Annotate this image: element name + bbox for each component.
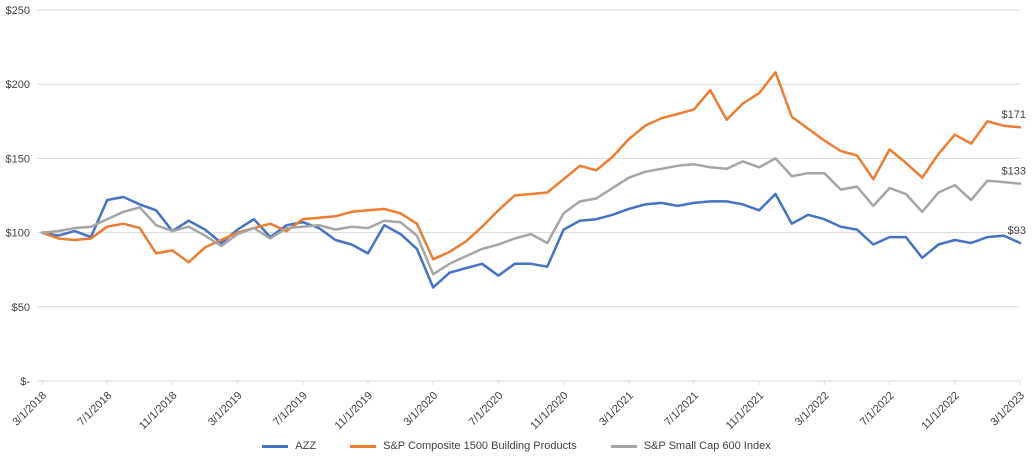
y-axis-tick-label: $250: [6, 5, 30, 17]
series-line-s-p-small-cap-600-index: [40, 157, 1022, 276]
sp600-line-swatch: [610, 444, 637, 448]
x-axis-tick-label: 7/1/2020: [467, 390, 506, 429]
x-axis-tick-label: 11/1/2018: [137, 390, 180, 433]
azz-line-swatch: [262, 444, 289, 448]
sp1500-line-swatch: [350, 444, 377, 448]
series-end-value-label: $93: [1008, 225, 1026, 237]
x-axis-tick-label: 7/1/2019: [271, 390, 310, 429]
y-axis-tick-label: $150: [6, 153, 30, 165]
x-axis-tick-label: 7/1/2018: [76, 390, 115, 429]
legend-label-sp600: S&P Small Cap 600 Index: [643, 440, 771, 452]
y-axis-tick-label: $50: [12, 302, 30, 314]
legend-label-azz: AZZ: [295, 440, 317, 452]
x-axis-tick-label: 7/1/2021: [662, 390, 701, 429]
legend-item-azz: AZZ: [262, 440, 316, 452]
x-axis-tick-label: 3/1/2019: [206, 390, 245, 429]
x-axis-tick-label: 3/1/2018: [10, 390, 49, 429]
x-axis-tick-label: 3/1/2021: [597, 390, 636, 429]
x-axis-tick-label: 3/1/2022: [793, 390, 832, 429]
y-axis-tick-label: $100: [6, 228, 30, 240]
legend-label-sp1500: S&P Composite 1500 Building Products: [383, 440, 577, 452]
series-line-azz: [40, 192, 1022, 289]
series-line-s-p-composite-1500-building-products: [40, 71, 1022, 264]
x-axis-tick-label: 3/1/2020: [402, 390, 441, 429]
legend-item-sp1500: S&P Composite 1500 Building Products: [350, 440, 577, 452]
y-axis-tick-label: $200: [6, 79, 30, 91]
x-axis-tick-label: 11/1/2019: [333, 390, 376, 433]
x-axis-tick-label: 11/1/2020: [528, 390, 571, 433]
y-axis-tick-label: $-: [20, 376, 30, 388]
x-axis-tick-label: 11/1/2022: [919, 390, 962, 433]
series-end-value-label: $171: [1002, 109, 1026, 121]
x-axis-tick-label: 7/1/2022: [858, 390, 897, 429]
series-end-value-label: $133: [1002, 166, 1026, 178]
x-axis-tick-label: 3/1/2023: [988, 390, 1027, 429]
legend-item-sp600: S&P Small Cap 600 Index: [610, 440, 771, 452]
x-axis-tick-label: 11/1/2021: [724, 390, 767, 433]
chart-legend: AZZ S&P Composite 1500 Building Products…: [0, 440, 1033, 452]
